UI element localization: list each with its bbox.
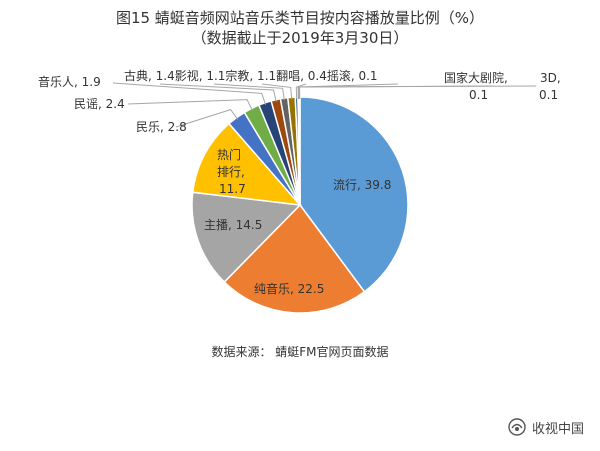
- leader-line-9: [261, 83, 293, 100]
- label-minyao: 民谣, 2.4: [74, 97, 125, 111]
- leader-line-5: [127, 99, 253, 111]
- label-remen-3: 11.7: [219, 182, 246, 196]
- label-zhubo: 主播, 14.5: [204, 218, 262, 232]
- leader-line-4: [175, 109, 239, 128]
- leader-line-6: [112, 82, 267, 105]
- label-guojia-2: 0.1: [469, 88, 488, 102]
- leader-line-7: [159, 83, 277, 102]
- label-top-row: 古典, 1.4影视, 1.1宗教, 1.1翻唱, 0.4摇滚, 0.1: [124, 68, 378, 83]
- chart-title: 图15 蜻蜓音频网站音乐类节目按内容播放量比例（%）: [115, 9, 485, 27]
- label-yinyueren: 音乐人, 1.9: [38, 74, 101, 89]
- watermark: 收视中国: [508, 416, 584, 438]
- label-3d-2: 0.1: [539, 88, 558, 102]
- leader-line-10: [295, 83, 307, 100]
- pie-slice-3: [191, 122, 302, 206]
- watermark-text: 收视中国: [531, 421, 584, 437]
- label-liuxing: 流行, 39.8: [333, 178, 391, 192]
- leader-line-11: [297, 83, 399, 100]
- pie-slice-2: [191, 191, 302, 284]
- pie-slice-0: [299, 96, 409, 293]
- label-minle: 民乐, 2.8: [136, 120, 187, 134]
- brand-logo-icon: [508, 418, 526, 436]
- leader-line-13: [299, 85, 537, 100]
- label-remen-1: 热门: [217, 147, 241, 162]
- label-3d-1: 3D,: [540, 71, 561, 85]
- pie-slice-1: [223, 203, 366, 314]
- leader-line-12: [298, 85, 493, 100]
- label-chunyinyue: 纯音乐, 22.5: [254, 281, 324, 296]
- label-remen-2: 排行,: [217, 165, 245, 179]
- data-source: 数据来源： 蜻蜓FM官网页面数据: [211, 345, 389, 359]
- pie-slice-13: [298, 96, 301, 206]
- chart-subtitle: （数据截止于2019年3月30日）: [191, 29, 409, 47]
- leader-line-8: [213, 83, 285, 101]
- label-guojia-1: 国家大剧院,: [444, 70, 508, 85]
